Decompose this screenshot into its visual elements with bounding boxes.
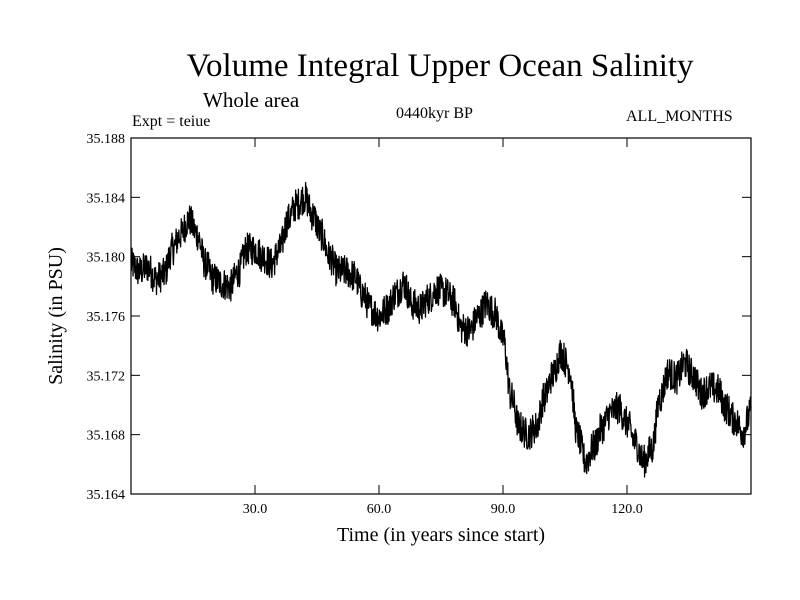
plot-frame <box>130 137 752 495</box>
y-tick-label: 35.180 <box>87 251 126 266</box>
period-label: 0440kyr BP <box>396 105 473 122</box>
y-tick-label: 35.176 <box>87 310 126 325</box>
x-tick-label: 60.0 <box>367 502 392 517</box>
axis-ticks: 35.164 35.168 35.172 35.176 35.180 35.184 35.1… <box>87 132 751 517</box>
months-label: ALL_MONTHS <box>626 108 733 125</box>
series-line-salinity <box>130 181 752 478</box>
experiment-label: Expt = teiue <box>132 113 211 130</box>
chart-subtitle: Whole area <box>203 88 300 112</box>
y-tick-label: 35.164 <box>87 488 126 503</box>
x-tick-label: 30.0 <box>243 502 268 517</box>
y-axis-label: Salinity (in PSU) <box>45 247 67 385</box>
y-tick-label: 35.188 <box>87 132 126 147</box>
y-tick-label: 35.168 <box>87 429 126 444</box>
x-axis-label: Time (in years since start) <box>337 524 545 546</box>
y-tick-label: 35.172 <box>87 369 126 384</box>
x-tick-label: 120.0 <box>611 502 643 517</box>
y-tick-label: 35.184 <box>87 191 126 206</box>
chart-title: Volume Integral Upper Ocean Salinity <box>186 48 694 84</box>
series-group <box>130 181 752 478</box>
x-tick-label: 90.0 <box>491 502 516 517</box>
